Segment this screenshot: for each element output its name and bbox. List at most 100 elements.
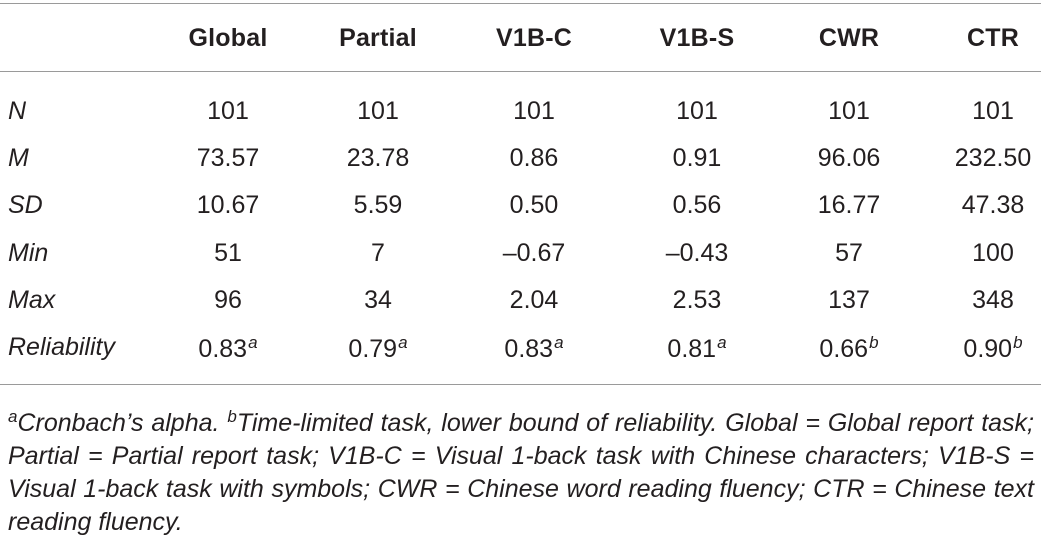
table-cell: 0.66b <box>819 333 878 364</box>
cell-footnote-mark: a <box>398 333 408 352</box>
table-cell: 16.77 <box>818 191 881 220</box>
row-label: N <box>8 97 27 125</box>
table-cell: 0.83a <box>504 333 563 364</box>
cell-value: 0.83 <box>504 335 554 363</box>
cell-value: 2.53 <box>672 286 722 314</box>
cell-value: –0.43 <box>665 239 729 267</box>
table-cell: 348 <box>972 286 1014 315</box>
table-cell: 2.53 <box>673 286 722 315</box>
column-header-global: Global <box>188 24 268 52</box>
table-row: SD 10.67 5.59 0.50 0.56 16.77 47.38 <box>0 191 1041 237</box>
footnote-b-mark: b <box>227 407 237 426</box>
table-header-rule <box>0 71 1041 72</box>
table-row: Max 96 34 2.04 2.53 137 348 <box>0 286 1041 332</box>
table-row: N 101 101 101 101 101 101 <box>0 97 1041 143</box>
cell-value: 101 <box>972 97 1014 125</box>
table-cell: 0.86 <box>510 144 559 173</box>
table-cell: 101 <box>972 97 1014 126</box>
cell-value: 96.06 <box>817 144 881 172</box>
row-label: Min <box>8 239 49 267</box>
table-cell: 5.59 <box>354 191 403 220</box>
footnote-a-text: Cronbach’s alpha. <box>17 409 228 437</box>
table-cell: –0.67 <box>503 239 566 268</box>
table-cell: 137 <box>828 286 870 315</box>
cell-value: 0.83 <box>198 335 248 363</box>
table-row: Reliability 0.83a 0.79a 0.83a 0.81a 0.66b 0.90… <box>0 333 1041 379</box>
table-cell: 96 <box>214 286 242 315</box>
row-label: Max <box>8 286 56 314</box>
cell-footnote-mark: a <box>248 333 258 352</box>
cell-value: 10.67 <box>196 191 260 219</box>
cell-value: 73.57 <box>196 144 260 172</box>
cell-value: 348 <box>972 286 1014 314</box>
table-cell: 0.50 <box>510 191 559 220</box>
cell-value: 47.38 <box>961 191 1025 219</box>
cell-value: 2.04 <box>509 286 559 314</box>
table-cell: 34 <box>364 286 392 315</box>
footnote-b-text: Time-limited task, lower bound of reliab… <box>8 409 1034 536</box>
column-header-cwr: CWR <box>818 24 880 52</box>
table-cell: –0.43 <box>666 239 729 268</box>
table-cell: 101 <box>676 97 718 126</box>
cell-value: 96 <box>214 286 242 314</box>
cell-value: –0.67 <box>502 239 566 267</box>
cell-value: 23.78 <box>346 144 410 172</box>
cell-value: 137 <box>828 286 870 314</box>
table-cell: 101 <box>513 97 555 126</box>
cell-footnote-mark: b <box>1013 333 1023 352</box>
table-cell: 101 <box>207 97 249 126</box>
table-cell: 57 <box>835 239 863 268</box>
cell-value: 101 <box>357 97 399 125</box>
cell-footnote-mark: b <box>869 333 879 352</box>
cell-footnote-mark: a <box>554 333 564 352</box>
cell-value: 0.90 <box>963 335 1013 363</box>
cell-value: 101 <box>207 97 249 125</box>
cell-value: 0.91 <box>672 144 722 172</box>
cell-value: 51 <box>214 239 242 267</box>
table-cell: 0.79a <box>348 333 407 364</box>
table-top-rule <box>0 3 1041 4</box>
cell-value: 101 <box>676 97 718 125</box>
cell-value: 0.81 <box>667 335 717 363</box>
cell-value: 57 <box>835 239 863 267</box>
table-bottom-rule <box>0 384 1041 385</box>
table-cell: 96.06 <box>818 144 881 173</box>
cell-value: 101 <box>513 97 555 125</box>
table-footnote: aCronbach’s alpha. bTime-limited task, l… <box>8 400 1034 539</box>
table-cell: 7 <box>371 239 385 268</box>
table-cell: 232.50 <box>955 144 1031 173</box>
table-cell: 23.78 <box>347 144 410 173</box>
cell-value: 0.86 <box>509 144 559 172</box>
table-row: M 73.57 23.78 0.86 0.91 96.06 232.50 <box>0 144 1041 190</box>
table-cell: 47.38 <box>962 191 1025 220</box>
cell-value: 0.66 <box>819 335 869 363</box>
cell-value: 0.79 <box>348 335 398 363</box>
row-label: M <box>8 144 29 172</box>
cell-value: 100 <box>972 239 1014 267</box>
table-cell: 2.04 <box>510 286 559 315</box>
table-cell: 10.67 <box>197 191 260 220</box>
column-header-ctr: CTR <box>967 24 1019 52</box>
cell-value: 34 <box>364 286 392 314</box>
cell-value: 7 <box>371 239 385 267</box>
table-cell: 0.91 <box>673 144 722 173</box>
table-cell: 0.81a <box>667 333 726 364</box>
table-cell: 101 <box>828 97 870 126</box>
column-header-v1b-s: V1B-S <box>659 24 735 52</box>
cell-value: 232.50 <box>954 144 1032 172</box>
table-cell: 0.90b <box>963 333 1022 364</box>
table-cell: 51 <box>214 239 242 268</box>
cell-value: 0.56 <box>672 191 722 219</box>
table-cell: 73.57 <box>197 144 260 173</box>
table-cell: 0.56 <box>673 191 722 220</box>
table-row: Min 51 7 –0.67 –0.43 57 100 <box>0 239 1041 285</box>
row-label: SD <box>8 191 43 219</box>
cell-footnote-mark: a <box>717 333 727 352</box>
column-header-v1b-c: V1B-C <box>495 24 573 52</box>
cell-value: 16.77 <box>817 191 881 219</box>
cell-value: 101 <box>828 97 870 125</box>
footnote-a-mark: a <box>8 407 18 426</box>
row-label: Reliability <box>8 333 115 361</box>
cell-value: 0.50 <box>509 191 559 219</box>
column-header-partial: Partial <box>339 24 417 52</box>
